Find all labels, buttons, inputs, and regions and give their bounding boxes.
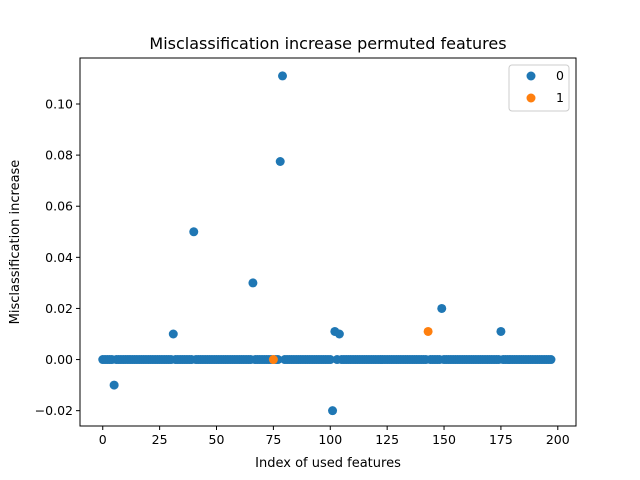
y-tick-label-3: 0.04 bbox=[45, 250, 73, 265]
x-tick-label-100: 100 bbox=[318, 432, 342, 447]
legend-label-series-1: 1 bbox=[556, 90, 564, 105]
x-tick-label-175: 175 bbox=[489, 432, 513, 447]
y-tick-label-5: 0.08 bbox=[45, 148, 73, 163]
legend-label-series-0: 0 bbox=[556, 68, 564, 83]
x-tick-label-50: 50 bbox=[209, 432, 225, 447]
point-series-0-x-31 bbox=[168, 329, 178, 339]
point-series-1-x-75 bbox=[268, 355, 278, 365]
point-series-0-x-197 bbox=[546, 355, 556, 365]
point-series-0-x-66 bbox=[248, 278, 258, 288]
y-axis: −0.02 0.00 0.02 0.04 0.06 0.08 0.10 bbox=[35, 97, 80, 418]
point-series-1-x-143 bbox=[423, 326, 433, 336]
y-tick-label-4: 0.06 bbox=[45, 199, 73, 214]
plot-frame bbox=[79, 57, 577, 427]
y-tick-label-6: 0.10 bbox=[45, 97, 73, 112]
x-tick-label-200: 200 bbox=[546, 432, 570, 447]
y-tick-label-0: −0.02 bbox=[35, 403, 73, 418]
legend: 0 1 bbox=[508, 64, 570, 112]
x-axis-label: Index of used features bbox=[255, 456, 401, 471]
x-tick-label-125: 125 bbox=[375, 432, 399, 447]
point-series-0-x-101 bbox=[328, 406, 338, 416]
x-tick-label-150: 150 bbox=[432, 432, 456, 447]
chart-title: Misclassification increase permuted feat… bbox=[149, 34, 506, 53]
x-tick-label-0: 0 bbox=[99, 432, 107, 447]
point-series-0-x-175 bbox=[496, 326, 506, 336]
point-series-0-x-149 bbox=[437, 303, 447, 313]
point-series-0-x-5 bbox=[109, 380, 119, 390]
legend-marker-series-1 bbox=[526, 93, 536, 103]
point-series-0-x-78 bbox=[275, 157, 285, 166]
y-axis-label: Misclassification increase bbox=[8, 160, 23, 325]
legend-marker-series-0 bbox=[526, 71, 536, 81]
point-series-0-x-40 bbox=[189, 227, 199, 237]
point-series-0-x-79 bbox=[278, 71, 287, 81]
y-tick-label-2: 0.02 bbox=[45, 301, 73, 316]
x-axis: 0 25 50 75 100 125 150 175 200 bbox=[99, 426, 570, 447]
point-series-0-x-100 bbox=[325, 355, 335, 365]
legend-box bbox=[508, 64, 570, 112]
y-tick-label-1: 0.00 bbox=[45, 352, 73, 367]
x-tick-label-75: 75 bbox=[265, 432, 281, 447]
point-series-0-x-104 bbox=[334, 329, 344, 339]
points-layer bbox=[98, 71, 556, 416]
x-tick-label-25: 25 bbox=[152, 432, 168, 447]
